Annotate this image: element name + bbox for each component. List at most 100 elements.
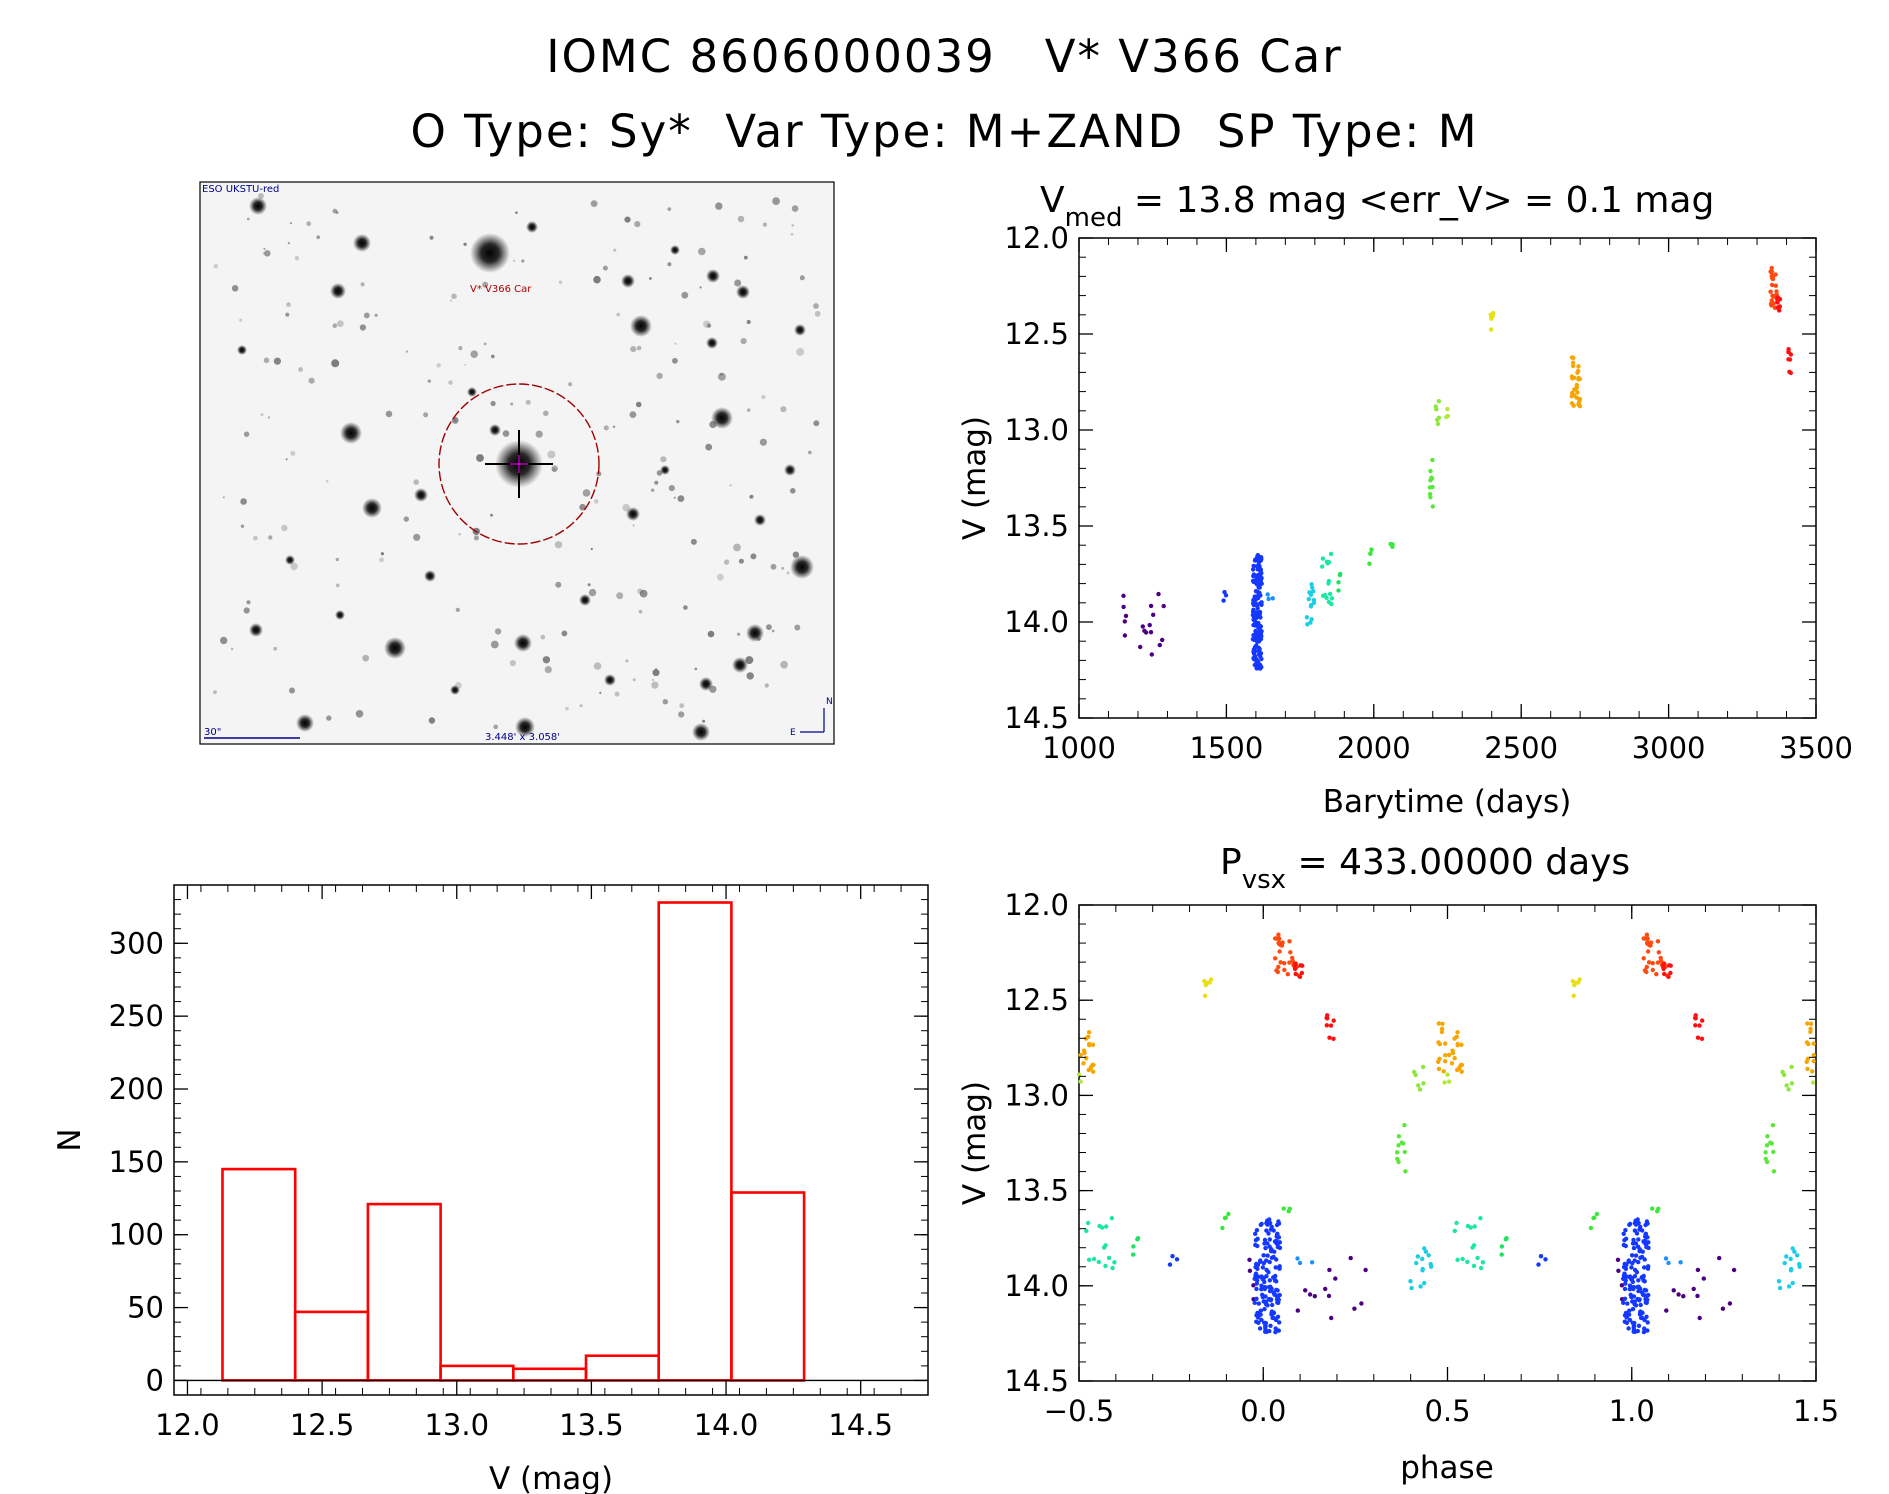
finder-star bbox=[709, 685, 717, 693]
lightcurve-point bbox=[1257, 575, 1263, 580]
finder-star bbox=[464, 363, 467, 366]
lightcurve-point bbox=[1255, 595, 1261, 601]
finder-star bbox=[786, 571, 790, 575]
finder-star bbox=[380, 552, 384, 556]
phased-point bbox=[1083, 1036, 1089, 1041]
phased-point bbox=[1256, 1301, 1262, 1306]
finder-star bbox=[340, 422, 362, 444]
phased-point bbox=[1697, 1315, 1702, 1321]
finder-star bbox=[587, 583, 591, 587]
phased-point bbox=[1621, 1273, 1627, 1278]
phased-point bbox=[1275, 1231, 1280, 1237]
phased-point bbox=[1273, 1329, 1278, 1335]
phased-point bbox=[1765, 1134, 1770, 1139]
phased-point bbox=[1131, 1244, 1136, 1249]
finder-star bbox=[603, 425, 609, 431]
phased-point bbox=[1622, 1286, 1628, 1292]
phased-point bbox=[1416, 1083, 1421, 1088]
phased-point bbox=[1699, 1036, 1705, 1042]
lightcurve-point bbox=[1254, 643, 1259, 648]
lightcurve-xlabel: Barytime (days) bbox=[1323, 784, 1572, 820]
finder-star bbox=[670, 245, 680, 255]
finder-star bbox=[555, 581, 562, 588]
finder-star bbox=[246, 600, 251, 605]
phased-point bbox=[1641, 1239, 1646, 1244]
phased-point bbox=[1627, 1274, 1632, 1280]
finder-star bbox=[316, 235, 321, 239]
phased-point bbox=[1324, 1023, 1330, 1028]
lightcurve-point bbox=[1259, 557, 1264, 562]
phased-point bbox=[1570, 979, 1576, 984]
phased-point bbox=[1805, 1021, 1810, 1026]
finder-star bbox=[428, 717, 436, 724]
phased-point bbox=[1276, 932, 1281, 937]
lightcurve-point bbox=[1774, 289, 1779, 294]
phased-point bbox=[1264, 1228, 1269, 1233]
phased-point bbox=[1622, 1313, 1628, 1318]
finder-star bbox=[558, 280, 563, 284]
finder-star bbox=[673, 496, 676, 499]
phased-point bbox=[1616, 1268, 1621, 1274]
phased-point bbox=[1439, 1029, 1445, 1035]
finder-star bbox=[764, 683, 769, 688]
lightcurve-point bbox=[1428, 468, 1433, 474]
histogram-bar bbox=[657, 901, 733, 1382]
phased-point bbox=[1417, 1087, 1423, 1092]
phased-point bbox=[1222, 1215, 1228, 1221]
phased-point bbox=[1312, 1294, 1318, 1299]
finder-star bbox=[451, 293, 457, 300]
finder-star bbox=[482, 281, 489, 288]
finder-star bbox=[405, 350, 409, 353]
phased-point bbox=[1287, 939, 1292, 944]
phased-point bbox=[1325, 1016, 1330, 1021]
phased-point bbox=[1277, 949, 1282, 954]
finder-star bbox=[240, 498, 247, 505]
phased-point bbox=[1255, 1278, 1260, 1283]
x-tick-label: 13.0 bbox=[424, 1408, 489, 1442]
lightcurve-point bbox=[1769, 265, 1774, 271]
lightcurve-point bbox=[1326, 599, 1332, 605]
phased-point bbox=[1717, 1255, 1722, 1261]
finder-star bbox=[403, 516, 409, 522]
finder-star bbox=[325, 479, 329, 483]
finder-star bbox=[490, 513, 493, 517]
finder-star bbox=[706, 337, 718, 349]
phased-point bbox=[1167, 1262, 1173, 1267]
lightcurve-point bbox=[1435, 417, 1440, 423]
phased-point bbox=[1661, 964, 1666, 969]
phased-point bbox=[1631, 1237, 1636, 1243]
phased-point bbox=[1622, 1238, 1627, 1243]
phased-point bbox=[1254, 1286, 1259, 1292]
finder-star bbox=[715, 202, 723, 210]
finder-star bbox=[514, 634, 532, 652]
finder-star bbox=[579, 704, 583, 708]
finder-star bbox=[651, 681, 659, 689]
phased-point bbox=[1327, 1035, 1332, 1040]
phased-point bbox=[1267, 1328, 1272, 1334]
phased-point bbox=[1784, 1083, 1789, 1088]
phased-point bbox=[1285, 972, 1291, 977]
phased-point bbox=[1290, 955, 1295, 961]
lightcurve-point bbox=[1768, 269, 1773, 274]
finder-star bbox=[359, 324, 366, 331]
phased-point bbox=[1445, 1072, 1450, 1077]
phased-point bbox=[1426, 1253, 1431, 1258]
finder-star bbox=[490, 640, 499, 649]
phased-point bbox=[1627, 1317, 1633, 1323]
finder-star bbox=[632, 524, 635, 527]
phased-point bbox=[1267, 1296, 1272, 1302]
lightcurve-point bbox=[1369, 547, 1374, 552]
lightcurve-point bbox=[1255, 639, 1260, 644]
phased-point bbox=[1455, 1257, 1460, 1263]
finder-star bbox=[551, 467, 557, 473]
finder-star bbox=[660, 456, 667, 463]
finder-star bbox=[273, 357, 281, 365]
lightcurve-point bbox=[1156, 591, 1161, 597]
finder-star-field bbox=[213, 193, 821, 741]
x-tick-label: 12.5 bbox=[290, 1408, 355, 1442]
phased-point bbox=[1465, 1259, 1470, 1265]
phased-point bbox=[1415, 1254, 1421, 1259]
phased-point bbox=[1359, 1301, 1364, 1306]
lightcurve-point bbox=[1321, 593, 1326, 598]
